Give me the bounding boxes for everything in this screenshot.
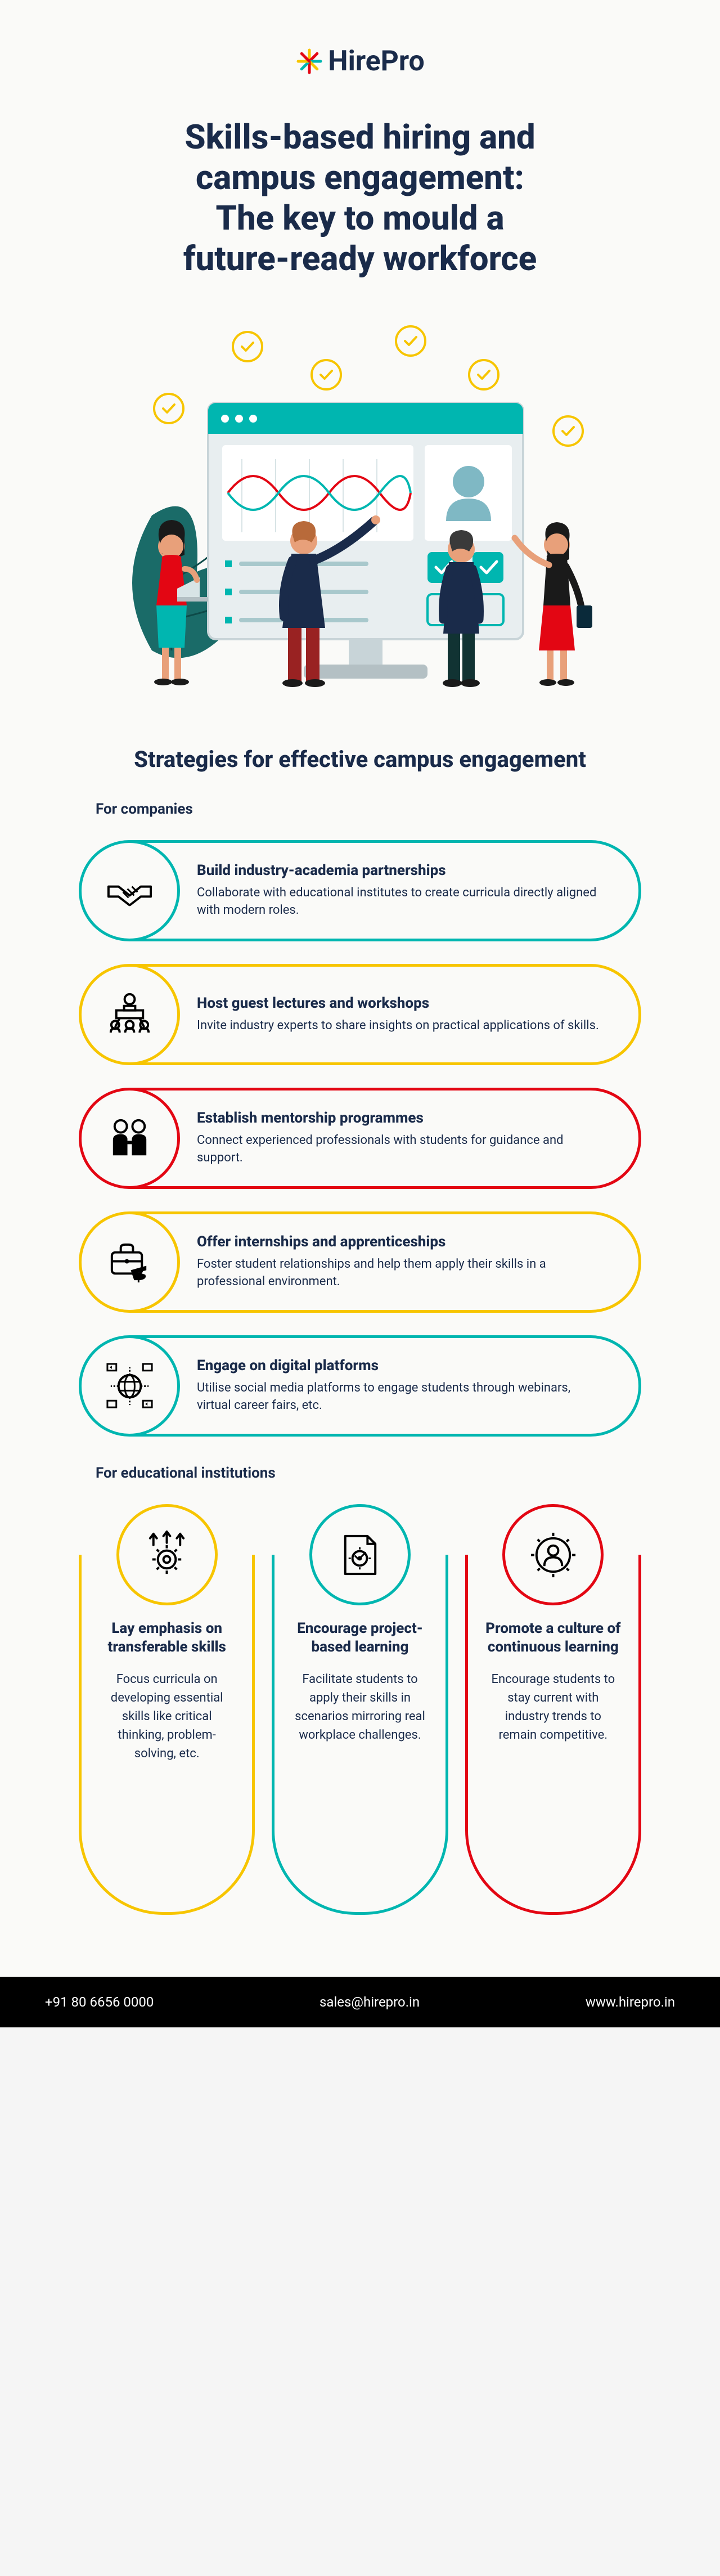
- institution-card: Promote a culture of continuous learning…: [465, 1504, 641, 1915]
- company-card: Establish mentorship programmes Connect …: [79, 1088, 641, 1189]
- card-desc: Focus curricula on developing essential …: [98, 1670, 235, 1763]
- footer-email: sales@hirepro.in: [320, 1994, 420, 2010]
- card-title: Offer internships and apprenticeships: [197, 1233, 605, 1250]
- company-card: Offer internships and apprenticeships Fo…: [79, 1211, 641, 1313]
- card-title: Lay emphasis on transferable skills: [98, 1619, 235, 1656]
- card-icon-circle: [79, 964, 180, 1065]
- company-card: Engage on digital platforms Utilise soci…: [79, 1335, 641, 1437]
- company-cards: Build industry-academia partnerships Col…: [79, 840, 641, 1437]
- card-icon-circle: [309, 1504, 411, 1605]
- lecture-icon: [103, 988, 156, 1042]
- company-card: Host guest lectures and workshops Invite…: [79, 964, 641, 1065]
- card-title: Promote a culture of continuous learning: [485, 1619, 622, 1656]
- mentor-icon: [103, 1112, 156, 1165]
- doc-gear-icon: [333, 1528, 386, 1582]
- card-body: Engage on digital platforms Utilise soci…: [129, 1335, 641, 1437]
- brand-name: HirePro: [328, 45, 424, 78]
- card-title: Engage on digital platforms: [197, 1357, 605, 1374]
- card-icon-circle: [79, 840, 180, 941]
- footer-bar: +91 80 6656 0000 sales@hirepro.in www.hi…: [0, 1977, 720, 2027]
- infographic-page: HirePro Skills-based hiring and campus e…: [0, 0, 720, 2027]
- companies-label: For companies: [96, 801, 641, 818]
- card-desc: Facilitate students to apply their skill…: [291, 1670, 428, 1744]
- card-title: Host guest lectures and workshops: [197, 995, 605, 1012]
- card-body: Host guest lectures and workshops Invite…: [129, 964, 641, 1065]
- card-desc: Collaborate with educational institutes …: [197, 885, 605, 919]
- card-title: Build industry-academia partnerships: [197, 862, 605, 879]
- footer-site: www.hirepro.in: [586, 1994, 675, 2010]
- card-desc: Encourage students to stay current with …: [485, 1670, 622, 1744]
- gear-arrows-icon: [140, 1528, 194, 1582]
- card-body: Encourage project-based learning Facilit…: [272, 1555, 448, 1915]
- institution-card: Lay emphasis on transferable skills Focu…: [79, 1504, 255, 1915]
- card-title: Encourage project-based learning: [291, 1619, 428, 1656]
- brand-logo: HirePro: [79, 45, 641, 78]
- card-desc: Connect experienced professionals with s…: [197, 1132, 605, 1167]
- institution-cards: Lay emphasis on transferable skills Focu…: [79, 1504, 641, 1915]
- briefcase-icon: [103, 1236, 156, 1289]
- card-body: Promote a culture of continuous learning…: [465, 1555, 641, 1915]
- card-desc: Invite industry experts to share insight…: [197, 1017, 605, 1035]
- card-desc: Foster student relationships and help th…: [197, 1256, 605, 1291]
- card-body: Offer internships and apprenticeships Fo…: [129, 1211, 641, 1313]
- card-desc: Utilise social media platforms to engage…: [197, 1380, 605, 1415]
- footer-phone: +91 80 6656 0000: [45, 1994, 154, 2010]
- hero-illustration: [79, 313, 641, 707]
- card-icon-circle: [502, 1504, 604, 1605]
- card-icon-circle: [79, 1088, 180, 1189]
- card-icon-circle: [116, 1504, 218, 1605]
- card-icon-circle: [79, 1335, 180, 1437]
- institutions-label: For educational institutions: [96, 1465, 641, 1482]
- globe-icon: [103, 1359, 156, 1413]
- card-body: Build industry-academia partnerships Col…: [129, 840, 641, 941]
- section-heading: Strategies for effective campus engageme…: [79, 746, 641, 773]
- person-gear-icon: [526, 1528, 580, 1582]
- company-card: Build industry-academia partnerships Col…: [79, 840, 641, 941]
- card-body: Establish mentorship programmes Connect …: [129, 1088, 641, 1189]
- card-body: Lay emphasis on transferable skills Focu…: [79, 1555, 255, 1915]
- card-title: Establish mentorship programmes: [197, 1110, 605, 1127]
- logo-burst-icon: [295, 47, 323, 75]
- handshake-icon: [103, 864, 156, 918]
- main-title: Skills-based hiring and campus engagemen…: [79, 117, 641, 279]
- institution-card: Encourage project-based learning Facilit…: [272, 1504, 448, 1915]
- card-icon-circle: [79, 1211, 180, 1313]
